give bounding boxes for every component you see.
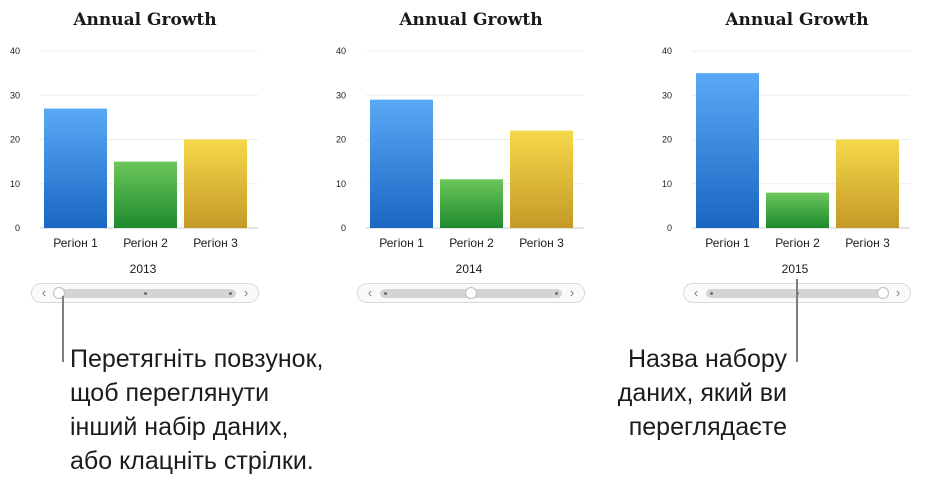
category-label: Регіон 2 [775, 236, 820, 250]
chart-title: Annual Growth [725, 10, 869, 30]
chart-panel-2013: Annual Growth 0 10 20 30 40 Регіон 1 Регіон 2 Р… [0, 0, 290, 320]
bar [836, 139, 899, 228]
bar [44, 108, 107, 228]
y-tick-label: 20 [10, 135, 20, 145]
callout-text-left: Перетягніть повзунок, щоб переглянути ін… [70, 342, 323, 478]
callout-line-text: або клацніть стрілки. [70, 447, 314, 475]
chart-panel-2014: Annual Growth 0 10 20 30 40 Регіон 1 Регіон 2 Р… [326, 0, 616, 320]
slider-left-arrow-icon[interactable]: ‹ [367, 285, 373, 300]
slider-stop-dot [555, 292, 558, 295]
dataset-name: 2013 [129, 262, 157, 276]
y-tick-label: 10 [10, 179, 20, 189]
callout-line-text: інший набір даних, [70, 413, 289, 441]
category-label: Регіон 2 [449, 236, 494, 250]
category-label: Регіон 1 [379, 236, 424, 250]
y-tick-label: 40 [10, 46, 20, 56]
callout-line-right [796, 279, 798, 362]
chart-title: Annual Growth [73, 10, 217, 30]
callout-line-left [62, 296, 64, 362]
bar-chart: 0 10 20 30 40 Регіон 1 Регіон 2 Регіон 3 [10, 46, 258, 250]
bar-chart: 0 10 20 30 40 Регіон 1 Регіон 2 Регіон 3 [336, 46, 584, 250]
slider-right-arrow-icon[interactable]: › [243, 285, 249, 300]
callout-line-text: Назва набору [627, 345, 787, 373]
dataset-name: 2014 [455, 262, 483, 276]
category-label: Регіон 2 [123, 236, 168, 250]
bar [440, 179, 503, 228]
bar [766, 192, 829, 228]
callout-line-text: щоб переглянути [70, 379, 270, 407]
y-tick-label: 30 [662, 90, 672, 100]
y-tick-label: 30 [10, 90, 20, 100]
slider-left-arrow-icon[interactable]: ‹ [41, 285, 47, 300]
dataset-slider[interactable]: ‹ › [31, 283, 259, 303]
category-label: Регіон 1 [705, 236, 750, 250]
slider-track[interactable] [380, 287, 562, 299]
bar [510, 130, 573, 228]
callout-line-text: даних, який ви [617, 379, 787, 407]
slider-right-arrow-icon[interactable]: › [895, 285, 901, 300]
category-label: Регіон 3 [193, 236, 238, 250]
y-tick-label: 0 [15, 223, 20, 233]
y-tick-label: 20 [662, 135, 672, 145]
bar [184, 139, 247, 228]
slider-right-arrow-icon[interactable]: › [569, 285, 575, 300]
bar [114, 161, 177, 228]
bar [370, 99, 433, 228]
slider-stop-dot [143, 292, 147, 295]
y-tick-label: 0 [667, 223, 672, 233]
y-tick-label: 30 [336, 90, 346, 100]
callout-line-text: Перетягніть повзунок, [70, 345, 324, 373]
y-tick-label: 40 [662, 46, 672, 56]
chart-title: Annual Growth [399, 10, 543, 30]
y-tick-label: 40 [336, 46, 346, 56]
chart-panel-2015: Annual Growth 0 10 20 30 40 Регіон 1 Регіон 2 Р… [652, 0, 931, 320]
y-tick-label: 20 [336, 135, 346, 145]
callout-text-right: Назва набору даних, який ви переглядаєте [582, 342, 787, 444]
slider-track[interactable] [53, 287, 236, 299]
slider-left-arrow-icon[interactable]: ‹ [693, 285, 699, 300]
slider-stop-dot [229, 292, 232, 295]
y-tick-label: 10 [662, 179, 672, 189]
category-label: Регіон 3 [519, 236, 564, 250]
y-tick-label: 0 [341, 223, 346, 233]
category-label: Регіон 1 [53, 236, 98, 250]
y-tick-label: 10 [336, 179, 346, 189]
slider-stop-dot [710, 292, 713, 295]
callout-line-text: переглядаєте [628, 413, 787, 441]
slider-thumb[interactable] [465, 287, 477, 299]
category-label: Регіон 3 [845, 236, 890, 250]
bar-chart: 0 10 20 30 40 Регіон 1 Регіон 2 Регіон 3 [662, 46, 910, 250]
slider-stop-dot [384, 292, 387, 295]
dataset-slider[interactable]: ‹ › [357, 283, 585, 303]
bar [696, 73, 759, 228]
dataset-name: 2015 [781, 262, 809, 276]
slider-thumb[interactable] [877, 287, 889, 299]
